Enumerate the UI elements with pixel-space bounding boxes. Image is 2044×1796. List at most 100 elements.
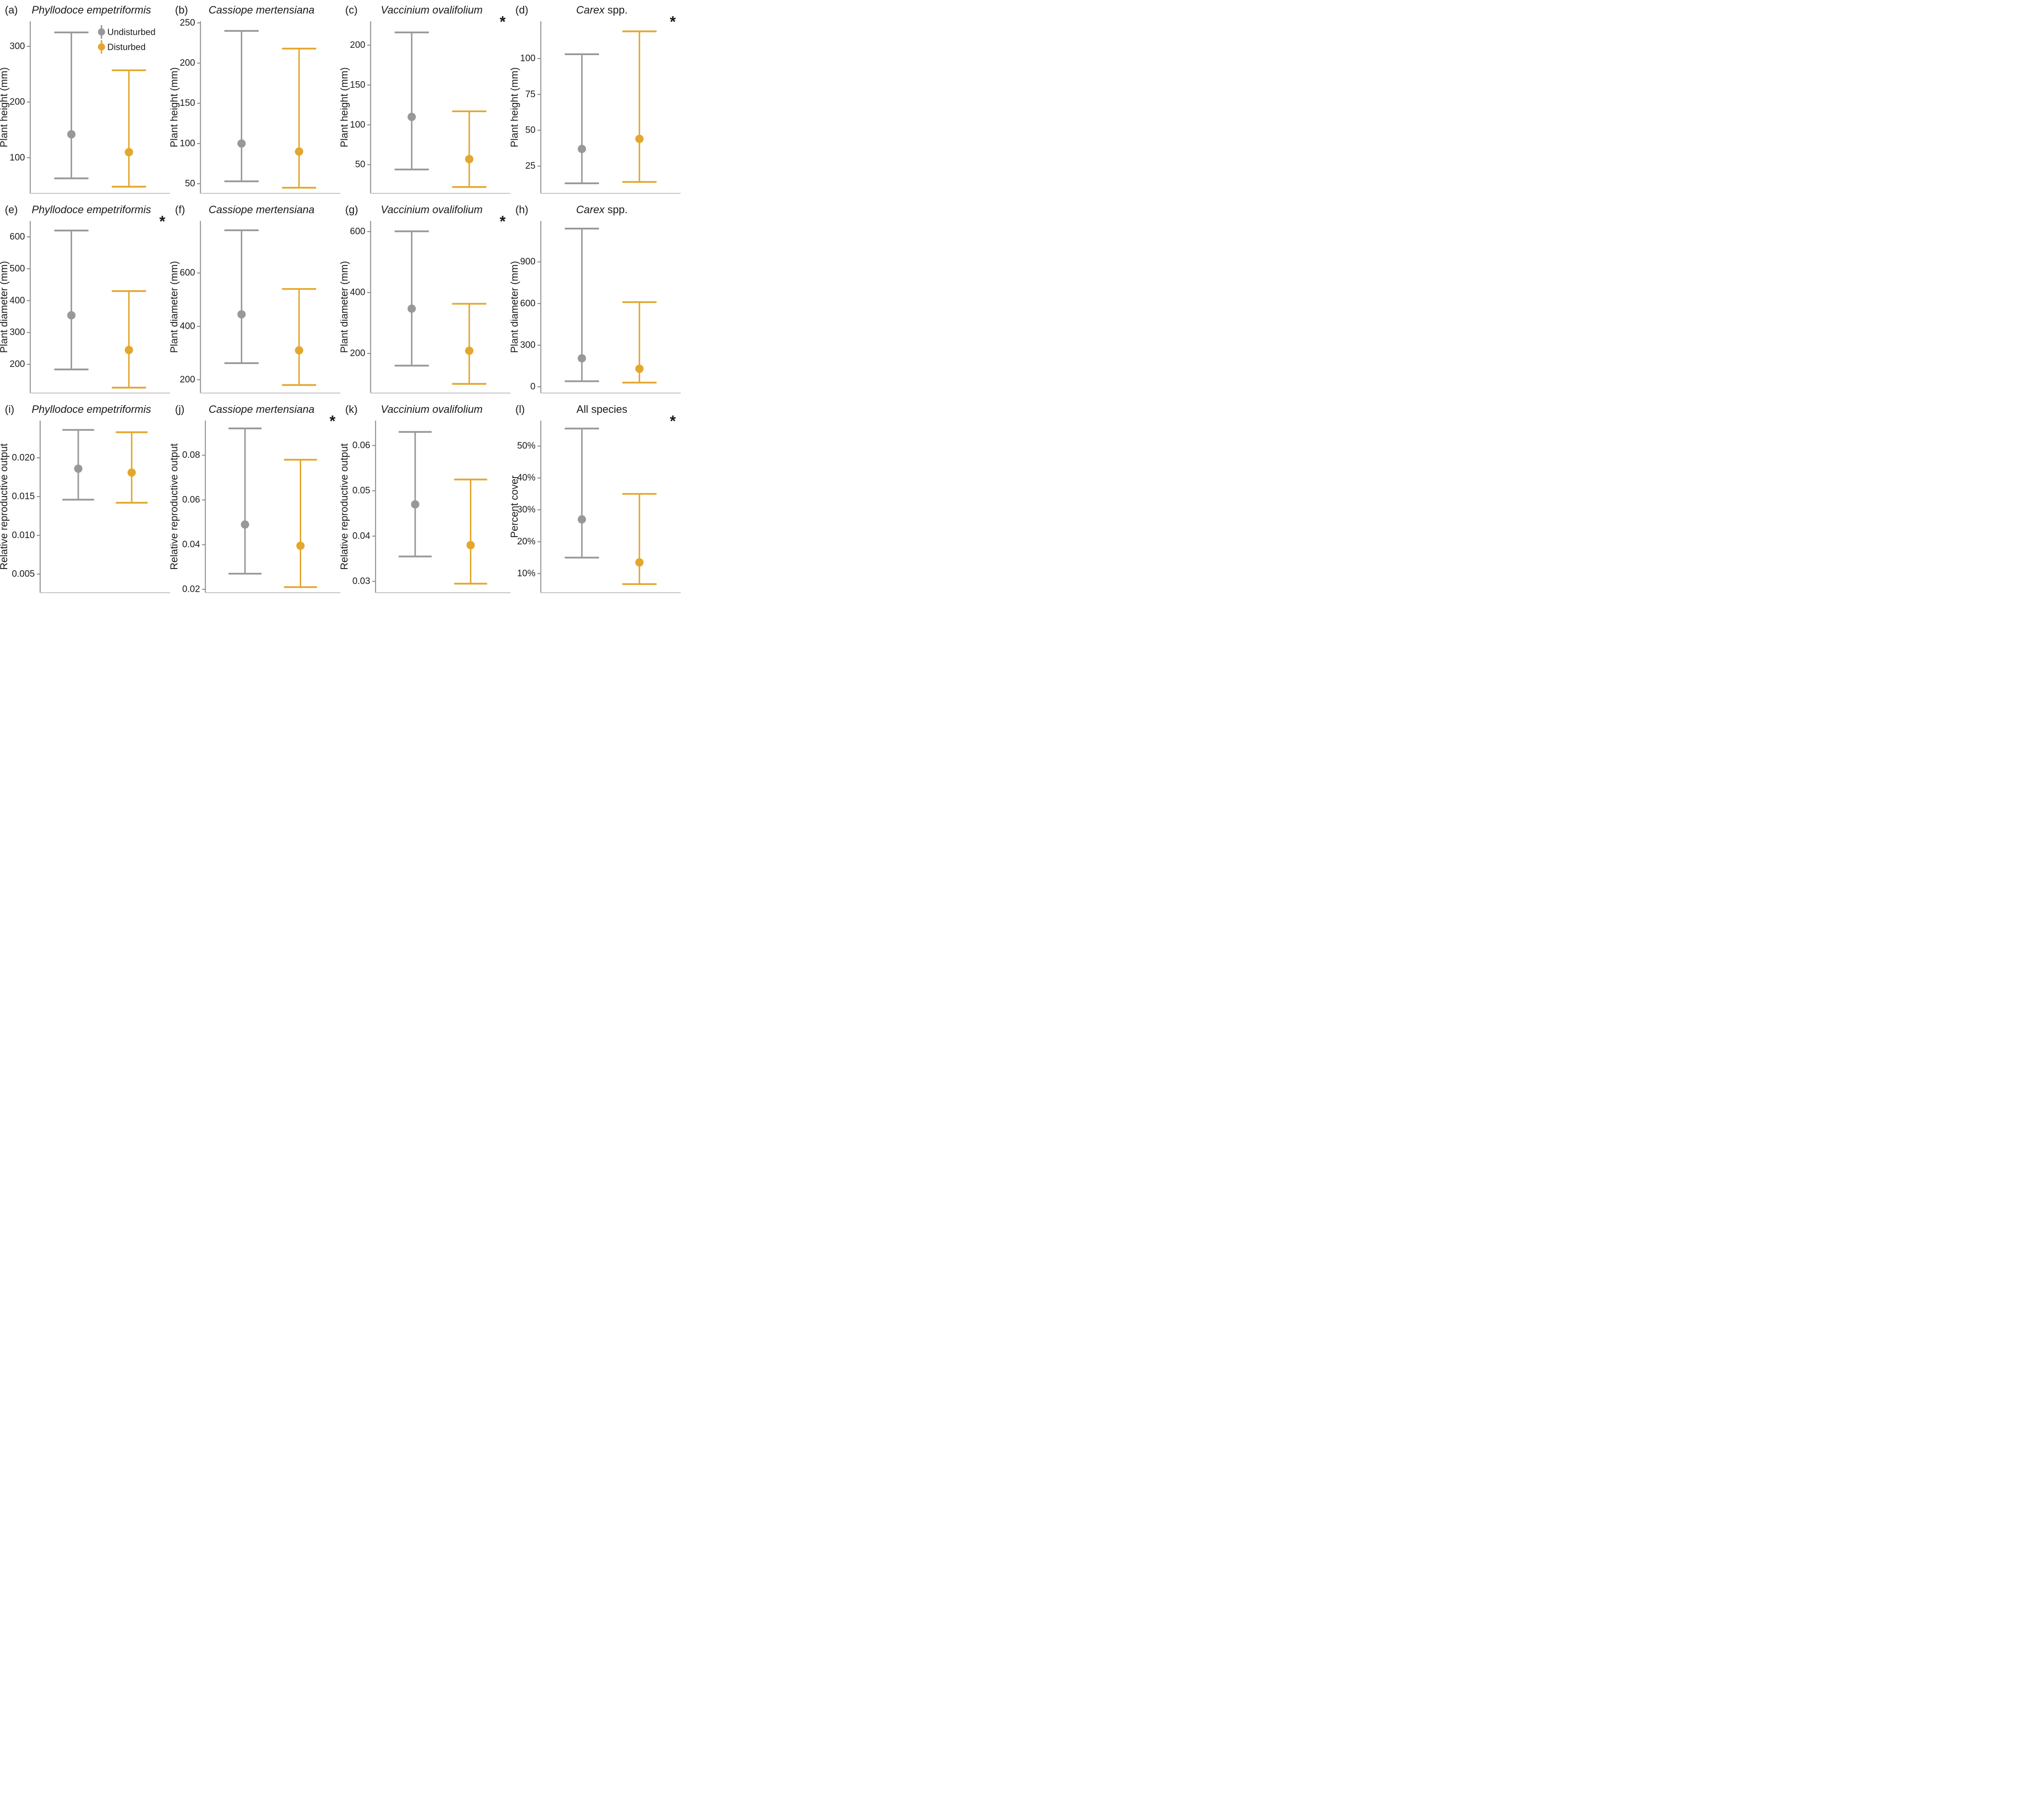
plot-e: 200 300 400 500 600 Plant diameter (mm) [0, 221, 170, 394]
mean-point [465, 155, 474, 163]
panel-c: (c) Vaccinium ovalifolium * 50 100 150 200 Plan… [339, 0, 511, 200]
mean-point [67, 130, 76, 139]
panel-header: (c) Vaccinium ovalifolium [340, 0, 511, 17]
panel-header: (l) All species [511, 399, 681, 417]
mean-point [408, 113, 416, 121]
errorbar-disturbed [452, 303, 487, 385]
panel-l: (l) All species * 10% 20% 30% 40% 50% Percent co… [509, 399, 681, 599]
panel-title: Cassiope mertensiana [170, 200, 340, 216]
panel-title-species: Carex [576, 4, 605, 16]
panel-title-species: Phyllodoce empetriformis [31, 204, 151, 216]
legend-label: Disturbed [107, 42, 146, 52]
errorbar-disturbed [454, 478, 487, 585]
errorbar-undisturbed [54, 31, 89, 179]
errorbar-undisturbed [398, 431, 432, 557]
mean-point [635, 134, 644, 143]
panel-title-suffix: spp. [604, 204, 628, 216]
y-tick-label: 200 [10, 97, 25, 107]
y-tick-label: 200 [180, 58, 195, 68]
panel-a: (a) Phyllodoce empetriformis 100 200 300 Plan… [0, 0, 170, 200]
y-tick-label: 200 [350, 40, 365, 50]
panel-title: Carex spp. [511, 200, 681, 216]
y-tick-label: 0.05 [352, 486, 370, 496]
panel-h: (h) Carex spp. 0 300 600 900 Plant diameter (m… [509, 200, 681, 399]
y-axis-title: Plant diameter (mm) [340, 261, 350, 353]
panel-label: (b) [175, 4, 188, 16]
errorbar-undisturbed [54, 229, 89, 371]
figure-grid: (a) Phyllodoce empetriformis 100 200 300 Plan… [0, 0, 681, 599]
y-tick-label: 200 [180, 375, 195, 385]
y-axis-title: Relative reproductive output [170, 443, 180, 570]
panel-label: (a) [5, 4, 18, 16]
y-tick-label: 50 [355, 160, 365, 170]
mean-point [241, 520, 249, 529]
panel-e: (e) Phyllodoce empetriformis * 200 300 400 500… [0, 200, 170, 399]
panel-j: (j) Cassiope mertensiana * 0.02 0.04 0.06 0.08… [169, 399, 340, 599]
y-axis-title: Percent cover [511, 475, 520, 538]
y-tick-label: 50% [517, 441, 536, 451]
y-axis-title: Relative reproductive output [340, 443, 350, 570]
y-tick-label: 100 [10, 153, 25, 163]
y-tick-label: 300 [520, 340, 536, 350]
mean-point [67, 311, 76, 320]
y-tick-label: 100 [350, 120, 365, 130]
mean-point [295, 147, 304, 156]
y-tick-label: 600 [350, 227, 365, 237]
panel-d: (d) Carex spp. * 25 50 75 100 Plant height (mm) [509, 0, 681, 200]
mean-point [125, 346, 133, 354]
y-tick-label: 400 [10, 295, 25, 306]
y-axis-title: Plant diameter (mm) [511, 261, 520, 353]
panel-label: (d) [515, 4, 528, 16]
mean-point [237, 310, 246, 319]
panel-k: (k) Vaccinium ovalifolium 0.03 0.04 0.05 0.06… [339, 399, 511, 599]
plot-b: 50 100 150 200 250 Plant height (mm) [169, 18, 340, 194]
panel-title-suffix: spp. [604, 4, 628, 16]
panel-label: (f) [175, 204, 185, 216]
errorbar-undisturbed [394, 31, 429, 171]
significance-asterisk: * [670, 412, 676, 430]
y-tick-label: 400 [350, 288, 365, 298]
plot-l: 10% 20% 30% 40% 50% Percent cover [509, 421, 681, 593]
errorbar-undisturbed [565, 53, 599, 185]
mean-point [296, 541, 305, 550]
y-tick-label: 25 [525, 161, 535, 171]
y-tick-label: 0.08 [182, 450, 200, 460]
mean-point [295, 346, 304, 355]
y-tick-label: 40% [517, 473, 536, 483]
panel-title: Cassiope mertensiana [170, 0, 340, 16]
panel-title: All species [511, 399, 681, 416]
mean-point [466, 541, 475, 550]
y-tick-label: 0.03 [352, 576, 370, 586]
errorbar-disturbed [112, 290, 146, 389]
plot-c: 50 100 150 200 Plant height (mm) [339, 21, 511, 194]
errorbar-undisturbed [62, 429, 94, 501]
panel-title-species: Cassiope mertensiana [208, 4, 315, 16]
y-tick-label: 0.06 [182, 495, 200, 505]
legend-glyph-point [98, 28, 105, 36]
mean-point [635, 365, 644, 373]
panel-title-suffix: All species [576, 403, 628, 415]
panel-header: (e) Phyllodoce empetriformis [0, 200, 170, 217]
panel-header: (k) Vaccinium ovalifolium [340, 399, 511, 417]
mean-point [125, 148, 133, 157]
errorbar-undisturbed [224, 229, 259, 364]
panel-title: Phyllodoce empetriformis [0, 0, 170, 16]
errorbar-undisturbed [224, 30, 259, 182]
mean-point [74, 464, 83, 473]
significance-asterisk: * [499, 13, 506, 30]
mean-point [127, 468, 136, 477]
significance-asterisk: * [670, 13, 676, 30]
y-tick-label: 200 [10, 359, 25, 369]
panel-title-species: Vaccinium ovalifolium [380, 403, 483, 415]
errorbar-disturbed [282, 47, 317, 189]
y-axis-title: Plant height (mm) [0, 67, 10, 147]
legend-glyph-point [98, 43, 105, 51]
mean-point [578, 515, 586, 524]
y-tick-label: 100 [180, 138, 195, 148]
mean-point [408, 304, 416, 313]
errorbar-disturbed [452, 110, 487, 188]
y-tick-label: 600 [180, 268, 195, 278]
panel-f: (f) Cassiope mertensiana 200 400 600 Plant di… [169, 200, 340, 399]
significance-asterisk: * [329, 412, 336, 430]
y-tick-label: 250 [180, 18, 195, 28]
